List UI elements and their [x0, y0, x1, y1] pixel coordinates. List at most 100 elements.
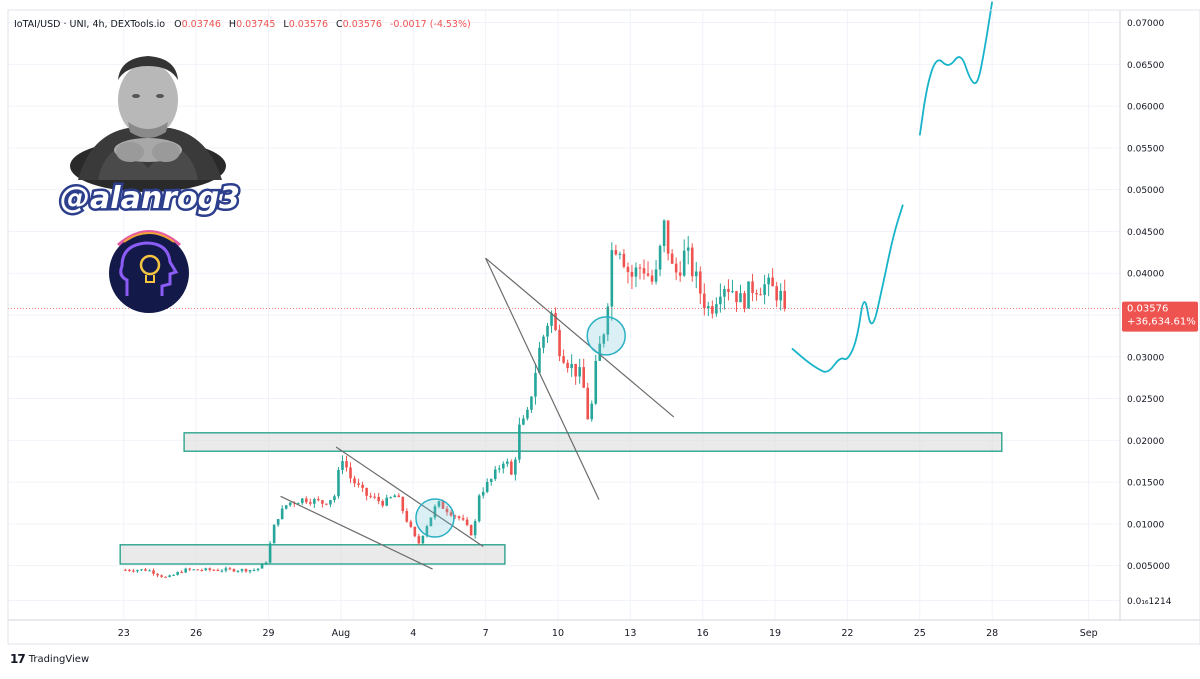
candle-body — [136, 570, 139, 572]
candle — [132, 568, 135, 573]
candle — [377, 492, 380, 505]
candle-body — [345, 461, 348, 468]
candle — [136, 569, 139, 573]
candle-body — [425, 526, 429, 536]
candle-body — [264, 562, 268, 564]
candle — [723, 285, 726, 310]
candle — [413, 526, 417, 538]
candle — [461, 514, 465, 522]
candle-body — [188, 568, 192, 570]
candle-body — [140, 569, 143, 571]
candle — [333, 494, 336, 503]
head-lightbulb-icon — [109, 230, 189, 313]
candle-body — [594, 360, 598, 404]
projection-segment-1 — [791, 204, 904, 373]
x-tick-label: 16 — [697, 628, 709, 639]
candle-body — [305, 498, 308, 503]
candle — [401, 496, 405, 514]
candle — [554, 307, 557, 332]
trendlines — [280, 257, 675, 570]
symbol-legend[interactable]: IoTAI/USD · UNI, 4h, DEXTools.io O0.0374… — [14, 19, 471, 30]
projection-segment-2 — [918, 1, 994, 136]
candle-body — [449, 512, 453, 516]
candle-body — [739, 293, 742, 303]
candle — [526, 406, 529, 421]
candle-body — [670, 253, 674, 264]
candle-body — [212, 569, 216, 571]
tradingview-footer[interactable]: 17 TradingView — [10, 650, 89, 668]
candle-body — [727, 288, 730, 292]
candle — [574, 363, 577, 385]
symbol-name: IoTAI/USD · UNI, 4h, DEXTools.io — [14, 19, 165, 30]
candle-body — [353, 478, 356, 484]
y-tick-label: 0.07000 — [1127, 19, 1164, 29]
candle-body — [538, 347, 541, 373]
candle — [212, 568, 216, 571]
candle — [236, 570, 240, 573]
candle — [670, 249, 674, 265]
candle-body — [461, 518, 465, 520]
candle — [558, 324, 561, 362]
candle — [626, 262, 630, 284]
candle — [493, 466, 497, 481]
candle — [433, 504, 437, 520]
candle-body — [767, 277, 770, 285]
x-tick-label: 13 — [624, 628, 636, 639]
candle — [477, 493, 481, 523]
candle — [224, 566, 228, 573]
candle-body — [562, 356, 565, 363]
candle-body — [510, 461, 513, 475]
candle — [735, 290, 738, 312]
candle-body — [682, 250, 686, 276]
candle-body — [493, 469, 497, 480]
x-tick-label: 29 — [262, 628, 274, 639]
candle-body — [252, 570, 256, 572]
candle — [686, 235, 690, 265]
time-scale[interactable]: 23 26 29 Aug 4 7 10 13 16 19 22 25 28 Sep — [118, 628, 1098, 639]
candle — [164, 576, 167, 578]
low-label: L — [283, 19, 289, 30]
breakout-circles — [415, 316, 626, 538]
tradingview-logo-icon: 17 — [10, 652, 26, 666]
candle-body — [759, 294, 762, 296]
candle — [530, 396, 533, 413]
candle-body — [349, 467, 352, 479]
candle — [618, 251, 622, 260]
candle — [429, 517, 433, 527]
candle-body — [409, 521, 413, 527]
candle-body — [530, 396, 533, 410]
candle — [140, 569, 143, 572]
candle — [489, 478, 493, 486]
candle — [590, 400, 594, 422]
candle — [497, 465, 501, 473]
candle-body — [284, 505, 288, 509]
candle — [144, 567, 147, 572]
candle-body — [397, 495, 401, 498]
candle-body — [172, 574, 175, 576]
candle — [272, 524, 276, 544]
candle — [264, 561, 268, 566]
candle-body — [771, 277, 774, 287]
candle-body — [300, 498, 304, 504]
x-tick-label: 10 — [552, 628, 564, 639]
candle — [678, 261, 682, 282]
candle-body — [200, 570, 204, 572]
y-tick-label: 0.01000 — [1127, 520, 1164, 530]
candle-body — [586, 387, 590, 420]
y-tick-label: 0.03000 — [1127, 353, 1164, 363]
candle — [650, 269, 654, 285]
candle-body — [654, 269, 658, 282]
breakout-circle-2 — [586, 316, 626, 356]
candle-body — [554, 313, 557, 331]
candle — [325, 503, 328, 506]
candle-body — [582, 367, 585, 388]
candle-body — [658, 245, 662, 270]
candle — [570, 354, 573, 377]
candle — [449, 510, 453, 517]
support-zone-lower — [119, 544, 506, 565]
candle — [361, 481, 364, 492]
candle-body — [574, 363, 577, 377]
candle — [662, 219, 666, 253]
